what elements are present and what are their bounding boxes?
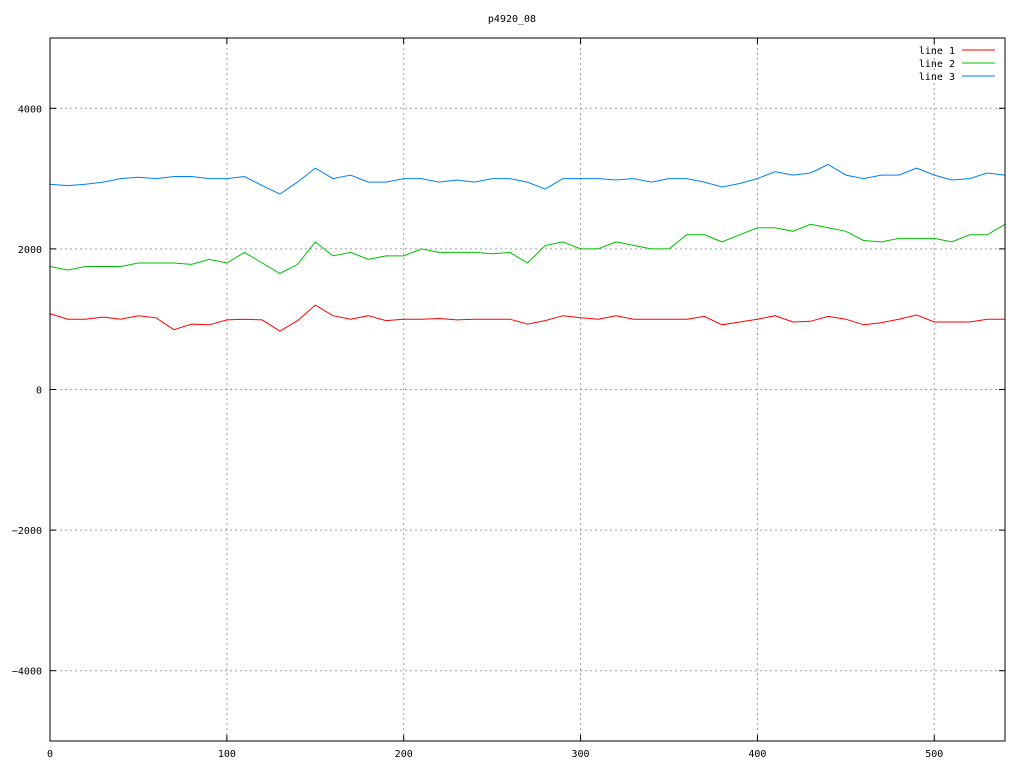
series-line-1 <box>49 304 1005 332</box>
x-tick-label: 300 <box>572 749 590 760</box>
legend: line 1 line 2 line 3 <box>919 46 995 83</box>
legend-label: line 1 <box>919 46 955 57</box>
chart-title: p4920_08 <box>488 14 536 25</box>
y-tick-label: −4000 <box>12 667 42 678</box>
x-tick-label: 0 <box>47 749 53 760</box>
legend-label: line 2 <box>919 59 955 70</box>
legend-label: line 3 <box>919 72 955 83</box>
axis-ticks: 0 100 200 300 400 500 −4000 −2000 0 2000 4000 <box>12 38 1005 760</box>
x-tick-label: 200 <box>395 749 413 760</box>
x-tick-label: 500 <box>925 749 943 760</box>
plot-border <box>49 37 1006 742</box>
series-line-2 <box>49 223 1006 275</box>
y-tick-label: 0 <box>36 386 42 397</box>
x-tick-label: 400 <box>748 749 766 760</box>
y-tick-label: −2000 <box>12 526 42 537</box>
grid <box>50 38 1005 741</box>
x-tick-label: 100 <box>218 749 236 760</box>
y-tick-label: 4000 <box>18 104 42 115</box>
series-lines <box>49 163 1006 332</box>
y-tick-label: 2000 <box>18 245 42 256</box>
series-line-3 <box>49 163 1006 195</box>
